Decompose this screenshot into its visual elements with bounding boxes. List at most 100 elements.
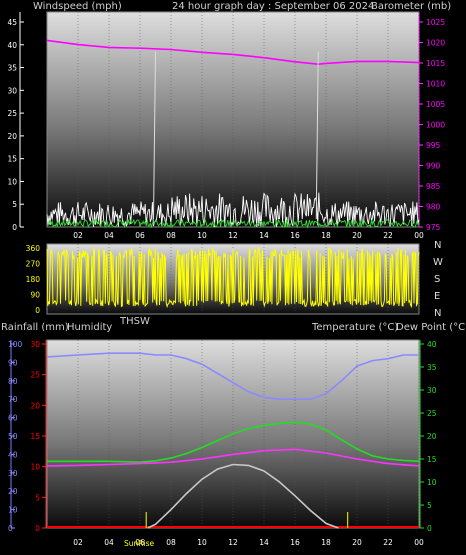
rain-tick-6: 30	[30, 340, 40, 349]
temp-x-tick-10: 22	[383, 538, 393, 547]
wind-left-tick-6: 30	[7, 86, 17, 95]
wind-left-tick-3: 15	[7, 155, 17, 164]
dir-left-tick-4: 360	[26, 244, 41, 253]
rain-tick-1: 5	[35, 493, 40, 502]
wind-x-tick-11: 00	[414, 231, 424, 240]
temp-x-tick-11: 00	[414, 538, 424, 547]
temperature-label: Temperature (°C)	[311, 322, 398, 333]
wind-x-tick-3: 08	[166, 231, 176, 240]
wind-x-tick-6: 14	[259, 231, 269, 240]
temp-x-tick-3: 08	[166, 538, 176, 547]
humidity-tick-2: 20	[8, 487, 18, 496]
temperature-tick-8: 40	[427, 340, 437, 349]
baro-right-tick-1: 980	[426, 203, 441, 212]
barometer-line	[46, 39, 420, 66]
solar-line	[147, 463, 339, 529]
compass-label-0: N	[434, 240, 441, 251]
wind-direction-line	[46, 246, 420, 309]
humidity-tick-3: 30	[8, 469, 18, 478]
humidity-tick-10: 100	[8, 340, 23, 349]
rain-tick-0: 0	[35, 524, 40, 533]
wind-left-tick-2: 10	[7, 177, 17, 186]
baro-right-tick-10: 1025	[426, 18, 445, 27]
temp-x-tick-6: 14	[259, 538, 269, 547]
temperature-tick-6: 30	[427, 386, 437, 395]
dir-left-tick-2: 180	[26, 275, 41, 284]
wind-left-tick-5: 25	[7, 109, 17, 118]
baro-right-tick-7: 1010	[426, 80, 445, 89]
compass-label-3: E	[434, 291, 440, 302]
wind-spike-0	[153, 51, 156, 220]
barometer-label: Barometer (mb)	[371, 1, 451, 12]
temp-x-tick-2: 06	[135, 538, 145, 547]
temp-x-tick-5: 12	[228, 538, 238, 547]
rainfall-label: Rainfall (mm)	[1, 322, 69, 333]
baro-right-tick-2: 985	[426, 182, 441, 191]
rain-tick-3: 15	[30, 432, 40, 441]
baro-right-tick-4: 995	[426, 141, 441, 150]
dewpoint-line	[46, 448, 420, 467]
baro-right-tick-8: 1015	[426, 59, 445, 68]
dewpoint-label: Dew Point (°C)	[396, 322, 466, 333]
temperature-tick-2: 10	[427, 478, 437, 487]
wind-left-tick-8: 40	[7, 41, 17, 50]
temp-x-tick-9: 20	[352, 538, 362, 547]
humidity-tick-7: 70	[8, 395, 18, 404]
dir-left-tick-3: 270	[26, 260, 41, 269]
wind-x-tick-9: 20	[352, 231, 362, 240]
temp-x-tick-8: 18	[321, 538, 331, 547]
wind-spike-1	[315, 51, 319, 220]
humidity-tick-0: 0	[8, 524, 13, 533]
wind-left-tick-0: 0	[12, 223, 17, 232]
wind-left-tick-9: 45	[7, 18, 17, 27]
wind-x-tick-0: 02	[73, 231, 83, 240]
baro-right-tick-6: 1005	[426, 100, 445, 109]
dir-left-tick-1: 90	[30, 291, 40, 300]
compass-label-2: S	[434, 274, 440, 285]
wind-x-tick-8: 18	[321, 231, 331, 240]
temperature-tick-1: 5	[427, 501, 432, 510]
humidity-tick-8: 80	[8, 377, 18, 386]
humidity-label: Humidity	[67, 322, 112, 333]
rain-tick-4: 20	[30, 401, 40, 410]
dir-left-tick-0: 0	[35, 306, 40, 315]
temperature-tick-0: 0	[427, 524, 432, 533]
wind-x-tick-7: 16	[290, 231, 300, 240]
wind-left-tick-7: 35	[7, 64, 17, 73]
chart-title: 24 hour graph day : September 06 2024	[172, 1, 374, 12]
rain-tick-5: 25	[30, 371, 40, 380]
baro-right-tick-9: 1020	[426, 39, 445, 48]
humidity-tick-5: 50	[8, 432, 18, 441]
compass-label-4: N	[434, 308, 441, 319]
baro-right-tick-3: 990	[426, 162, 441, 171]
humidity-tick-4: 40	[8, 450, 18, 459]
temp-x-tick-7: 16	[290, 538, 300, 547]
humidity-tick-9: 90	[8, 358, 18, 367]
temperature-tick-5: 25	[427, 409, 437, 418]
compass-label-1: W	[433, 257, 443, 268]
wind-plot-area	[46, 11, 420, 228]
thsw-label: THSW	[119, 316, 150, 327]
temperature-tick-7: 35	[427, 363, 437, 372]
temp-x-tick-4: 10	[197, 538, 207, 547]
temperature-tick-3: 15	[427, 455, 437, 464]
temp-x-tick-1: 04	[104, 538, 114, 547]
wind-left-tick-4: 20	[7, 132, 17, 141]
humidity-tick-6: 60	[8, 414, 18, 423]
humidity-tick-1: 10	[8, 506, 18, 515]
humidity-line	[46, 352, 419, 401]
sunrise-label: SunRise	[124, 539, 154, 548]
windspeed-label: Windspeed (mph)	[33, 1, 122, 12]
temp-x-tick-0: 02	[73, 538, 83, 547]
wind-left-tick-1: 5	[12, 200, 17, 209]
wind-x-tick-10: 22	[383, 231, 393, 240]
temperature-tick-4: 20	[427, 432, 437, 441]
wind-x-tick-2: 06	[135, 231, 145, 240]
wind-x-tick-4: 10	[197, 231, 207, 240]
wind-x-tick-1: 04	[104, 231, 114, 240]
wind-x-tick-5: 12	[228, 231, 238, 240]
temperature-line	[47, 421, 420, 464]
wind-average-line	[46, 218, 420, 229]
